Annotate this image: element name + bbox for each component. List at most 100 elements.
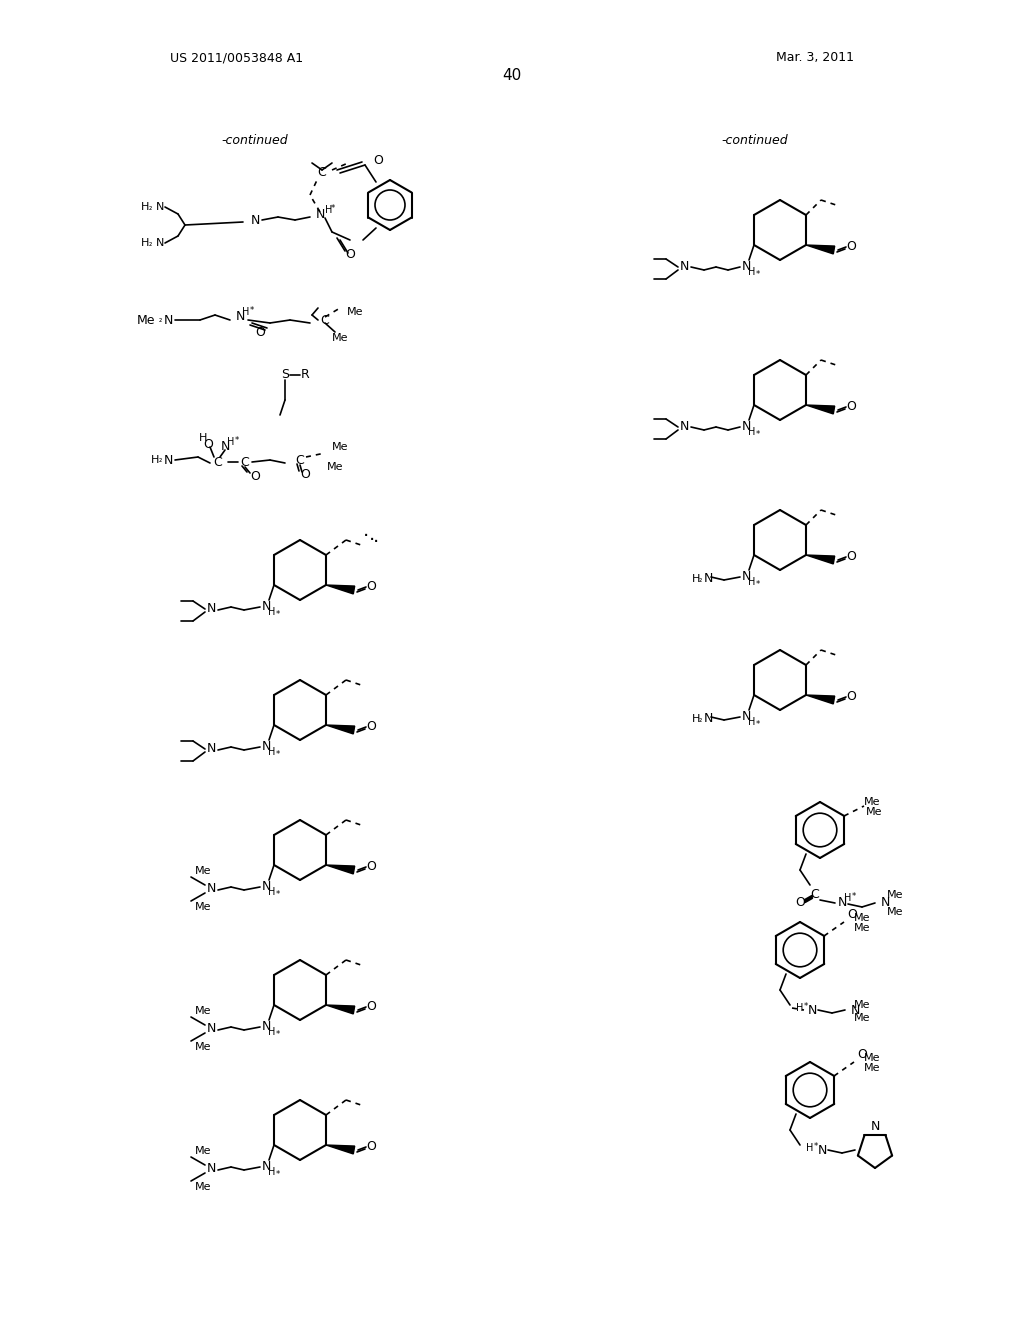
Text: Me: Me	[854, 1012, 870, 1023]
Text: ₂: ₂	[150, 239, 153, 248]
Text: N: N	[741, 260, 751, 273]
Text: N: N	[156, 202, 164, 213]
Polygon shape	[806, 405, 835, 414]
Text: Me: Me	[864, 797, 881, 807]
Text: O: O	[300, 469, 310, 482]
Text: O: O	[203, 438, 213, 451]
Text: ₂: ₂	[159, 455, 162, 465]
Text: *: *	[234, 436, 240, 445]
Text: ₂: ₂	[698, 574, 701, 583]
Text: Me: Me	[136, 314, 155, 326]
Text: S: S	[281, 368, 289, 381]
Text: Me: Me	[854, 1001, 870, 1010]
Text: N: N	[850, 1003, 860, 1016]
Polygon shape	[326, 1144, 354, 1154]
Text: N: N	[838, 895, 847, 908]
Text: N: N	[315, 209, 325, 222]
Text: H: H	[199, 433, 207, 444]
Text: Me: Me	[195, 1006, 211, 1016]
Text: Me: Me	[854, 913, 870, 923]
Text: N: N	[206, 883, 216, 895]
Text: N: N	[817, 1143, 826, 1156]
Text: O: O	[366, 581, 376, 594]
Text: Me: Me	[854, 923, 870, 933]
Text: O: O	[366, 1001, 376, 1014]
Text: H: H	[845, 894, 852, 903]
Text: N: N	[206, 602, 216, 615]
Text: N: N	[261, 741, 270, 754]
Polygon shape	[326, 585, 354, 594]
Text: *: *	[814, 1142, 818, 1151]
Text: 40: 40	[503, 67, 521, 82]
Text: Me: Me	[887, 907, 903, 917]
Text: N: N	[679, 260, 689, 273]
Text: *: *	[250, 305, 254, 314]
Polygon shape	[806, 554, 835, 564]
Text: O: O	[857, 1048, 867, 1061]
Text: Me: Me	[195, 1146, 211, 1156]
Text: H: H	[227, 437, 234, 447]
Text: Me: Me	[865, 807, 883, 817]
Text: O: O	[846, 400, 856, 413]
Text: Me: Me	[195, 866, 211, 876]
Text: C: C	[241, 457, 250, 470]
Text: N: N	[261, 601, 270, 614]
Text: Me: Me	[332, 333, 348, 343]
Text: N: N	[163, 454, 173, 466]
Text: Me: Me	[887, 890, 903, 900]
Text: Me: Me	[195, 1181, 211, 1192]
Text: O: O	[795, 895, 805, 908]
Text: C: C	[296, 454, 304, 466]
Text: *: *	[804, 1002, 808, 1011]
Text: H: H	[268, 747, 275, 756]
Text: O: O	[250, 470, 260, 483]
Text: N: N	[236, 310, 245, 323]
Text: H: H	[749, 426, 756, 437]
Text: C: C	[317, 166, 327, 180]
Polygon shape	[806, 246, 835, 253]
Text: *: *	[756, 579, 760, 589]
Text: ₂: ₂	[159, 315, 162, 325]
Text: N: N	[870, 1121, 880, 1134]
Text: Me: Me	[332, 442, 348, 451]
Text: -continued: -continued	[722, 133, 788, 147]
Text: H: H	[749, 577, 756, 587]
Polygon shape	[326, 865, 354, 874]
Text: ₂: ₂	[150, 202, 153, 211]
Text: N: N	[807, 1003, 817, 1016]
Text: N: N	[679, 421, 689, 433]
Text: Me: Me	[864, 1063, 881, 1073]
Text: N: N	[250, 214, 260, 227]
Text: ·: ·	[362, 528, 369, 546]
Text: ·: ·	[369, 531, 375, 549]
Text: H: H	[268, 607, 275, 616]
Text: N: N	[741, 421, 751, 433]
Text: *: *	[275, 610, 281, 619]
Text: N: N	[206, 1023, 216, 1035]
Text: N: N	[261, 1160, 270, 1173]
Text: H: H	[141, 238, 150, 248]
Text: *: *	[275, 1170, 281, 1179]
Text: ₂: ₂	[698, 714, 701, 723]
Text: *: *	[275, 890, 281, 899]
Text: H: H	[749, 717, 756, 727]
Text: O: O	[846, 690, 856, 704]
Text: N: N	[261, 880, 270, 894]
Text: O: O	[846, 240, 856, 253]
Text: O: O	[255, 326, 265, 339]
Polygon shape	[806, 696, 835, 704]
Text: N: N	[261, 1020, 270, 1034]
Text: US 2011/0053848 A1: US 2011/0053848 A1	[170, 51, 303, 65]
Text: H: H	[806, 1143, 814, 1152]
Text: H: H	[749, 267, 756, 277]
Text: *: *	[756, 429, 760, 438]
Text: O: O	[345, 248, 355, 261]
Text: H: H	[268, 1027, 275, 1038]
Text: H: H	[268, 887, 275, 898]
Text: H: H	[141, 202, 150, 213]
Text: N: N	[741, 570, 751, 583]
Text: *: *	[852, 891, 856, 900]
Text: N: N	[741, 710, 751, 723]
Text: H: H	[151, 455, 159, 465]
Text: Me: Me	[195, 902, 211, 912]
